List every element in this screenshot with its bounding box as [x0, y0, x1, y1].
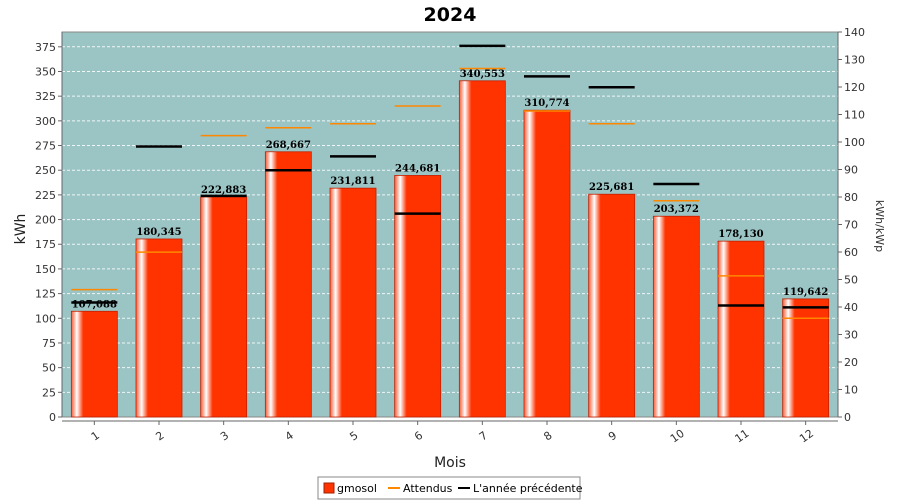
- x-tick-label: 6: [412, 429, 425, 444]
- gridlines: [62, 46, 838, 393]
- legend-label-previous-year: L'année précédente: [473, 482, 583, 495]
- bar-value-label: 225,681: [589, 182, 634, 193]
- y-tick-label: 200: [35, 214, 56, 227]
- y-tick-label: 250: [35, 164, 56, 177]
- bar-value-label: 203,372: [654, 204, 699, 215]
- bar-value-label: 268,667: [266, 140, 311, 151]
- y-tick-label: 100: [35, 312, 56, 325]
- x-axis-label: Mois: [434, 455, 466, 471]
- x-tick-label: 3: [218, 429, 231, 444]
- y2-tick-label: 40: [844, 301, 858, 314]
- y2-tick-label: 100: [844, 136, 865, 149]
- bar-value-label: 180,345: [136, 227, 181, 238]
- y-tick-label: 125: [35, 288, 56, 301]
- y2-tick-label: 80: [844, 191, 858, 204]
- y2-tick-label: 70: [844, 219, 858, 232]
- y2-tick-label: 30: [844, 329, 858, 342]
- y2-tick-label: 120: [844, 81, 865, 94]
- bar-value-label: 222,883: [201, 185, 246, 196]
- y-tick-label: 50: [42, 362, 56, 375]
- y-tick-label: 375: [35, 41, 56, 54]
- legend-box: [317, 476, 581, 500]
- bar: [717, 240, 765, 418]
- bar: [588, 193, 636, 418]
- bar: [652, 215, 700, 418]
- legend-label-gmosol: gmosol: [337, 482, 377, 495]
- bar: [782, 298, 830, 418]
- x-tick-label: 11: [733, 427, 752, 446]
- y-tick-label: 225: [35, 189, 56, 202]
- y-tick-label: 325: [35, 90, 56, 103]
- chart-title: 2024: [424, 4, 477, 26]
- bar-value-label: 231,811: [330, 176, 375, 187]
- y2-tick-label: 0: [844, 411, 851, 424]
- markers: [71, 44, 829, 320]
- y2-tick-label: 130: [844, 54, 865, 67]
- bar-value-label: 119,642: [783, 287, 828, 298]
- y2-axis-label: kWh/kWp: [873, 200, 886, 252]
- bar-value-label: 340,553: [460, 69, 505, 80]
- x-tick-label: 7: [477, 429, 490, 444]
- bar-value-label: 244,681: [395, 163, 440, 174]
- bar: [523, 109, 571, 418]
- y-tick-label: 175: [35, 238, 56, 251]
- legend-swatch-gmosol: [323, 482, 335, 494]
- y2-tick-label: 110: [844, 109, 865, 122]
- bar: [458, 80, 506, 418]
- bar: [135, 238, 183, 418]
- bar: [200, 196, 248, 418]
- legend-label-attendus: Attendus: [403, 482, 453, 495]
- y-axis: 0 25 50 75 100 125 150 175 200 225 250 275 300 325 350…: [35, 32, 63, 424]
- y2-tick-label: 90: [844, 164, 858, 177]
- y-tick-label: 350: [35, 65, 56, 78]
- y-tick-label: 0: [49, 411, 56, 424]
- bar-value-label: 178,130: [718, 229, 763, 240]
- y-tick-label: 150: [35, 263, 56, 276]
- x-tick-label: 2: [153, 429, 166, 444]
- x-tick-label: 1: [89, 429, 102, 444]
- y2-axis: 0 10 20 30 40 50 60 70 80 90 100 110 120 130 140: [837, 26, 865, 424]
- y-axis-label: kWh: [13, 214, 29, 245]
- y2-tick-label: 50: [844, 274, 858, 287]
- bar: [394, 175, 442, 418]
- x-axis: 1 2 3 4 5 6 7 8 9 10 11 12: [62, 420, 838, 446]
- bar: [329, 187, 377, 418]
- bar: [264, 151, 312, 418]
- x-tick-label: 4: [283, 429, 296, 444]
- y2-tick-label: 20: [844, 356, 858, 369]
- y-tick-label: 75: [42, 337, 56, 350]
- y2-tick-label: 60: [844, 246, 858, 259]
- bar: [70, 310, 118, 418]
- y2-tick-label: 140: [844, 26, 865, 39]
- x-tick-label: 10: [668, 427, 687, 446]
- y2-tick-label: 10: [844, 384, 858, 397]
- bar-value-label: 107,088: [72, 299, 117, 310]
- y-tick-label: 25: [42, 386, 56, 399]
- legend: gmosol Attendus L'année précédente: [317, 476, 583, 500]
- bar-labels: 107,088 180,345 222,883 268,667 231,811 244,6…: [72, 69, 829, 310]
- bar-value-label: 310,774: [524, 98, 569, 109]
- y-tick-label: 300: [35, 115, 56, 128]
- x-tick-label: 12: [797, 427, 816, 446]
- x-tick-label: 5: [347, 429, 360, 444]
- y-tick-label: 275: [35, 140, 56, 153]
- bars: [70, 80, 830, 418]
- x-tick-label: 9: [606, 429, 619, 444]
- x-tick-label: 8: [541, 429, 554, 444]
